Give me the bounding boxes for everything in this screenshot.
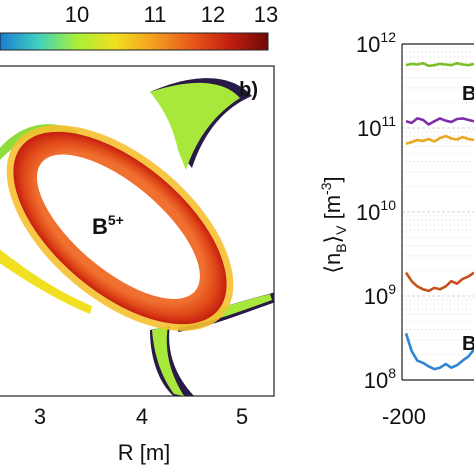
left-upper-arc — [0, 124, 80, 161]
series-line — [404, 332, 474, 371]
heatmap-image — [0, 78, 274, 396]
lower-arc — [152, 326, 184, 396]
panel-label: b) — [239, 79, 258, 101]
y-label-close: ] — [320, 176, 345, 182]
y-tick-exponent: 9 — [388, 281, 396, 297]
y-tick-label: 108 — [364, 365, 396, 393]
ring-hole — [37, 154, 200, 299]
y-axis-label: ⟨nB⟩V [m-3] — [318, 176, 349, 273]
series-lines — [404, 61, 474, 371]
x-axis-label: R [m] — [118, 440, 171, 465]
y-tick-base: 10 — [357, 116, 381, 141]
y-label-prefix: ⟨n — [320, 253, 345, 274]
y-tick-exponent: 12 — [380, 29, 396, 45]
series-label: B — [462, 83, 474, 105]
grid — [402, 47, 474, 380]
colorbar-tick: 11 — [144, 2, 167, 27]
series-line — [405, 117, 474, 126]
colorbar: 10 11 12 13 — [0, 2, 278, 51]
colorbar-tick: 13 — [254, 2, 278, 27]
ion-label-base: B — [92, 214, 108, 239]
y-label-mid: ⟩ — [320, 235, 345, 244]
series-line — [404, 271, 474, 293]
y-label-unitsup: -3 — [318, 182, 334, 195]
y-tick-label: 1012 — [356, 29, 396, 57]
y-tick-exponent: 11 — [381, 113, 396, 129]
y-tick-exponent: 8 — [388, 365, 396, 381]
y-tick-label: 1010 — [356, 197, 396, 225]
series-line — [405, 61, 474, 68]
x-axis: 3 4 5 R [m] — [34, 404, 248, 465]
series-label: B — [462, 333, 474, 355]
heatmap-plot: b) B5+ 3 4 5 R [m] — [0, 65, 275, 465]
y-tick-base: 10 — [356, 200, 380, 225]
x-tick-label: 4 — [136, 404, 148, 429]
colorbar-tick: 10 — [65, 2, 89, 27]
colorbar-bar — [0, 32, 269, 51]
colorbar-tick: 12 — [201, 2, 225, 27]
y-tick-label: 1011 — [357, 113, 396, 141]
ion-label-charge: 5+ — [108, 212, 124, 228]
y-tick-label: 109 — [364, 281, 396, 309]
ion-label: B5+ — [92, 212, 124, 239]
y-tick-base: 10 — [364, 368, 388, 393]
y-label-unit: [m — [320, 195, 345, 226]
series-line — [405, 134, 474, 145]
y-label-sub2: V — [333, 225, 349, 235]
x-tick-label: -200 — [382, 404, 426, 429]
y-label-sub1: B — [333, 243, 349, 252]
left-lower-arc — [0, 249, 92, 314]
x-tick-label: 3 — [34, 404, 46, 429]
y-tick-base: 10 — [356, 32, 380, 57]
upper-arc — [150, 82, 240, 170]
y-tick-exponent: 10 — [380, 197, 396, 213]
y-tick-base: 10 — [364, 284, 388, 309]
x-tick-label: 5 — [236, 404, 248, 429]
